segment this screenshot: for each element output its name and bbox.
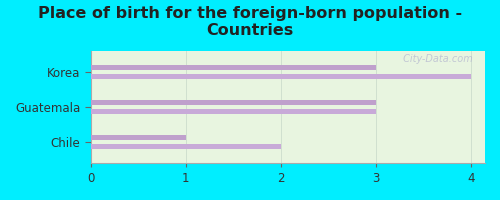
- Bar: [90, 144, 280, 149]
- Bar: [90, 135, 186, 140]
- Bar: [90, 74, 470, 79]
- Text: City-Data.com: City-Data.com: [400, 54, 473, 64]
- Bar: [90, 100, 376, 105]
- Bar: [90, 65, 376, 70]
- Text: Place of birth for the foreign-born population -
Countries: Place of birth for the foreign-born popu…: [38, 6, 462, 38]
- Bar: [90, 109, 376, 114]
